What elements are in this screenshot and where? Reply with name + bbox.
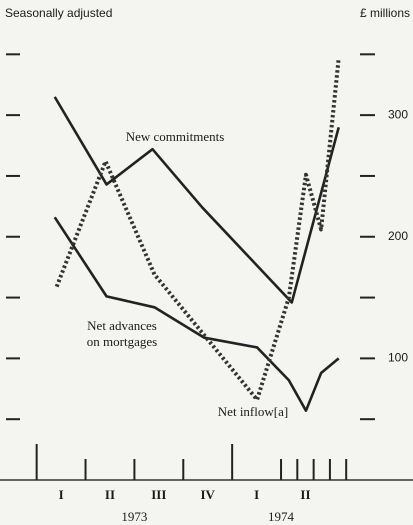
x-group-label: 1974 (268, 509, 295, 524)
series-line (54, 57, 341, 402)
annotation: Net inflow[a] (218, 404, 288, 419)
y-tick-label: 300 (388, 107, 408, 121)
annotation: New commitments (126, 129, 225, 144)
y-tick-label: 200 (388, 229, 408, 243)
subtitle: Seasonally adjusted (5, 6, 112, 20)
series-line (53, 216, 340, 412)
x-tick-label: II (105, 487, 115, 502)
x-tick-label: I (59, 487, 64, 502)
x-tick-label: I (254, 487, 259, 502)
annotation: Net advances (87, 318, 157, 333)
x-tick-label: II (300, 487, 310, 502)
annotation: on mortgages (87, 334, 157, 349)
y-tick-label: 100 (388, 351, 408, 365)
x-group-label: 1973 (121, 509, 147, 524)
x-tick-label: III (151, 487, 166, 502)
series-line (53, 96, 340, 304)
y-label: £ millions (360, 6, 410, 20)
x-tick-label: IV (200, 487, 215, 502)
